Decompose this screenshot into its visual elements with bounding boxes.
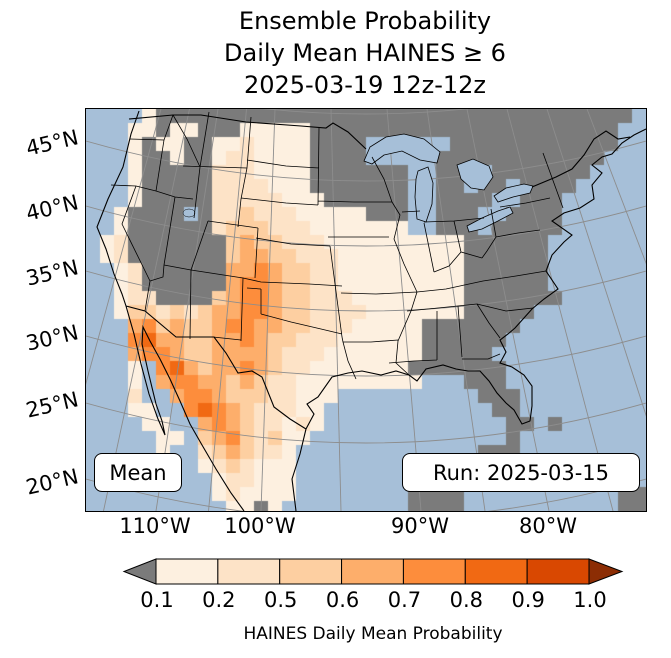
lat-axis: 45°N 40°N 35°N 30°N 25°N 20°N (4, 0, 81, 520)
lon-tick-label: 90°W (391, 514, 449, 538)
colorbar-tick-label: 0.2 (202, 588, 236, 612)
colorbar-segment (155, 558, 219, 585)
colorbar-segment (402, 558, 466, 585)
colorbar-tick-label: 0.1 (140, 588, 174, 612)
mean-badge: Mean (94, 453, 182, 492)
colorbar-tick-label: 1.0 (573, 588, 607, 612)
colorbar-segment (464, 558, 528, 585)
map-region: Mean Run: 2025-03-15 (85, 108, 647, 512)
title-line-1: Ensemble Probability (238, 7, 492, 35)
colorbar-over-arrow (588, 558, 624, 585)
lat-tick-label: 35°N (23, 255, 81, 291)
colorbar-caption: HAINES Daily Mean Probability (243, 624, 503, 644)
probability-grid-canvas (86, 109, 646, 511)
colorbar-under-arrow (122, 558, 157, 585)
title-line-3: 2025-03-19 12z-12z (243, 71, 487, 99)
title-line-2: Daily Mean HAINES ≥ 6 (224, 39, 506, 67)
great-salt-lake (182, 208, 196, 218)
colorbar-segment (279, 558, 343, 585)
lon-axis: 110°W 100°W 90°W 80°W (0, 514, 671, 542)
lat-tick-label: 45°N (23, 125, 81, 161)
lake-erie (466, 206, 514, 233)
state-borders (110, 111, 564, 380)
colorbar-tick-label: 0.7 (387, 588, 422, 612)
mean-badge-label: Mean (109, 460, 167, 485)
colorbar-tick-label: 0.6 (325, 588, 360, 612)
colorbar (122, 558, 624, 585)
colorbar-tick-label: 0.9 (511, 588, 545, 612)
colorbar-svg (122, 558, 624, 585)
great-lakes (182, 133, 534, 233)
lake-superior (363, 133, 441, 165)
map-overlay-svg (86, 109, 646, 511)
colorbar-tick-label: 0.8 (449, 588, 483, 612)
run-badge: Run: 2025-03-15 (402, 453, 640, 492)
lat-tick-label: 25°N (23, 387, 81, 423)
colorbar-segment (526, 558, 590, 585)
colorbar-tick-label: 0.5 (264, 588, 298, 612)
lake-michigan (414, 166, 434, 223)
colorbar-segment (217, 558, 281, 585)
lat-tick-label: 30°N (23, 320, 81, 356)
lake-huron (456, 158, 494, 191)
lat-tick-label: 20°N (23, 464, 81, 500)
colorbar-segment (341, 558, 404, 585)
run-badge-label: Run: 2025-03-15 (432, 460, 610, 485)
chart-title-block: Ensemble Probability Daily Mean HAINES ≥… (85, 5, 645, 101)
graticule (86, 109, 646, 511)
lon-tick-label: 80°W (519, 514, 577, 538)
lake-ontario (493, 183, 534, 203)
colorbar-ticks: 0.1 0.2 0.5 0.6 0.7 0.8 0.9 1.0 (0, 588, 671, 614)
lon-tick-label: 110°W (119, 514, 191, 538)
coastline (96, 110, 646, 511)
lat-tick-label: 40°N (23, 190, 81, 226)
lon-tick-label: 100°W (224, 514, 296, 538)
